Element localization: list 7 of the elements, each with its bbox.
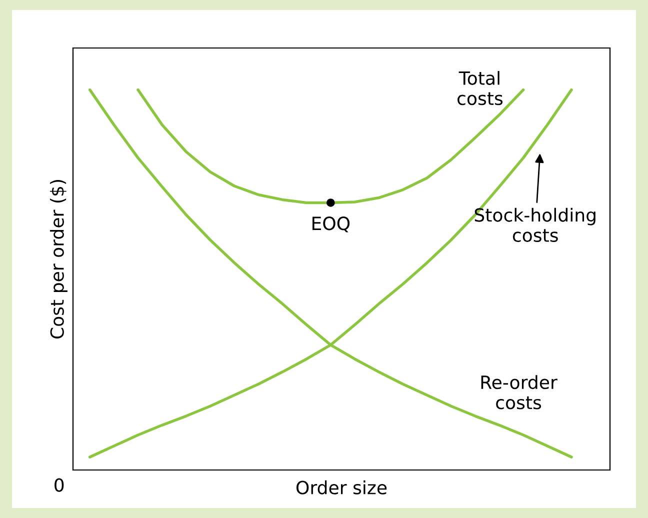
text: 0: [54, 478, 64, 492]
x-axis-title: Order size: [296, 480, 387, 494]
series-label: Total costs: [458, 70, 503, 106]
annotation: EOQ: [312, 216, 350, 232]
series-label: Stock-holding costs: [474, 208, 596, 242]
series-label: Re-order costs: [481, 375, 558, 410]
y-axis-title: Cost per order ($): [50, 180, 68, 339]
